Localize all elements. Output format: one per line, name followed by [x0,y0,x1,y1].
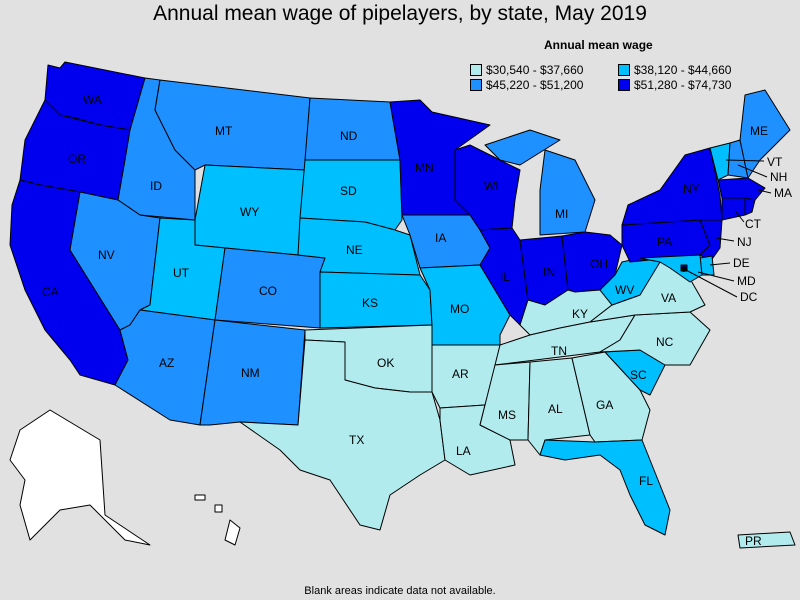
state-TX[interactable] [239,339,446,531]
label-WA: WA [83,93,102,107]
label-NJ: NJ [737,235,752,249]
legend-label: $45,220 - $51,200 [486,78,584,92]
label-IA: IA [435,231,446,245]
label-NH: NH [770,170,787,184]
label-MI: MI [555,207,568,221]
legend-title: Annual mean wage [544,38,653,52]
state-MD[interactable] [639,254,703,283]
label-OH: OH [590,257,608,271]
label-KY: KY [572,307,588,321]
label-AL: AL [548,402,563,416]
label-UT: UT [173,266,190,280]
label-IL: IL [500,270,510,284]
label-MO: MO [450,302,469,316]
state-IL[interactable] [479,227,529,326]
label-MA: MA [774,186,792,200]
label-ND: ND [340,129,358,143]
label-NY: NY [683,182,700,196]
legend-swatch [470,64,482,76]
label-DE: DE [733,256,750,270]
label-SC: SC [630,368,647,382]
leader-line-MA [757,189,772,194]
label-VT: VT [767,155,783,169]
label-NV: NV [98,248,115,262]
leader-line-MD [697,271,735,282]
label-ID: ID [150,179,162,193]
legend-label: $30,540 - $37,660 [486,63,584,77]
label-OK: OK [377,356,394,370]
label-AR: AR [452,367,469,381]
label-TX: TX [349,433,364,447]
state-PR[interactable] [737,531,796,549]
label-SD: SD [340,184,357,198]
legend-item-bin-1: $30,540 - $37,660 [470,63,583,77]
label-OR: OR [68,152,86,166]
label-ME: ME [750,124,768,138]
label-MN: MN [415,161,434,175]
state-MA[interactable] [717,177,766,201]
leader-line-VT [725,159,765,162]
label-DC: DC [740,290,758,304]
legend-item-bin-2: $38,120 - $44,660 [618,63,731,77]
legend-swatch [618,79,630,91]
legend-item-bin-4: $51,280 - $74,730 [618,78,731,92]
label-NE: NE [346,243,363,257]
legend-swatch [618,64,630,76]
leader-line-DE [709,262,731,266]
label-MD: MD [737,274,756,288]
map-title: Annual mean wage of pipelayers, by state… [153,2,647,25]
label-WV: WV [615,283,634,297]
label-CO: CO [259,284,277,298]
leader-line-NH [737,164,768,178]
legend-swatch [470,79,482,91]
footnote: Blank areas indicate data not available. [304,585,496,597]
state-WI[interactable] [454,144,521,231]
dc-marker [681,266,687,272]
label-PA: PA [657,235,672,249]
label-FL: FL [639,474,653,488]
state-NY[interactable] [621,147,723,226]
legend-item-bin-3: $45,220 - $51,200 [470,78,583,92]
state-NC[interactable] [599,311,711,366]
label-CA: CA [42,285,59,299]
label-KS: KS [362,296,378,310]
label-TN: TN [551,344,567,358]
label-WY: WY [240,205,259,219]
label-PR: PR [745,534,762,548]
label-MS: MS [498,408,516,422]
label-NC: NC [656,335,674,349]
state-HI[interactable] [194,494,241,546]
leader-line-DC [683,268,738,298]
legend-label: $38,120 - $44,660 [634,63,732,77]
legend-label: $51,280 - $74,730 [634,78,732,92]
leader-line-CT [735,211,745,223]
state-RI[interactable] [744,197,756,216]
leader-line-NJ [715,237,735,242]
label-MT: MT [215,124,233,138]
state-CT[interactable] [721,197,746,221]
label-GA: GA [596,398,613,412]
label-WI: WI [484,179,499,193]
state-AK[interactable] [9,409,151,546]
label-AZ: AZ [159,356,174,370]
label-CT: CT [745,217,762,231]
state-FL[interactable] [539,439,671,536]
label-NM: NM [241,366,260,380]
label-IN: IN [543,265,555,279]
label-LA: LA [456,444,471,458]
label-VA: VA [661,291,676,305]
